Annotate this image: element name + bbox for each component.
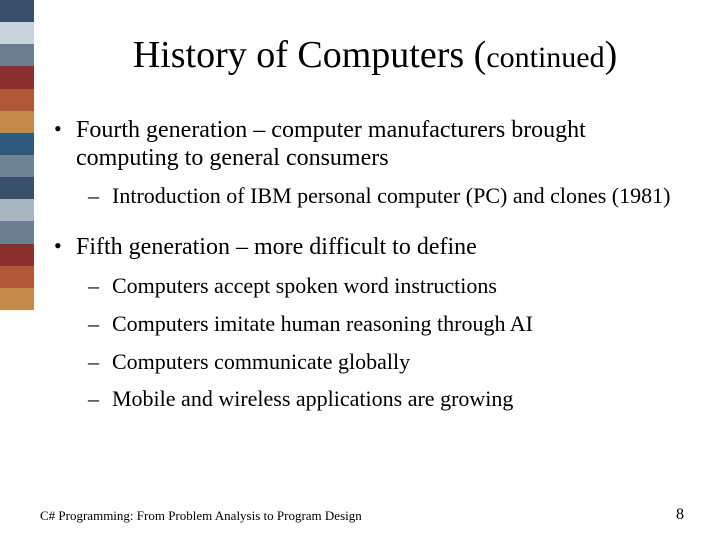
slide: History of Computers (continued) Fourth … [0, 0, 720, 540]
sidebar-stripe [0, 0, 34, 22]
title-main: History of Computers [133, 34, 474, 76]
sidebar-stripe [0, 221, 34, 243]
bullet-level2: Mobile and wireless applications are gro… [54, 384, 690, 414]
bullet-level2: Computers imitate human reasoning throug… [54, 309, 690, 339]
slide-content: Fourth generation – computer manufacture… [54, 116, 690, 422]
sidebar-stripe [0, 133, 34, 155]
sidebar-stripe [0, 199, 34, 221]
spacer [54, 221, 690, 233]
bullet-level1: Fifth generation – more difficult to def… [54, 233, 690, 261]
sidebar-stripe [0, 44, 34, 66]
bullet-text: Computers communicate globally [112, 349, 410, 374]
bullet-text: Computers imitate human reasoning throug… [112, 311, 533, 336]
sidebar-stripe [0, 266, 34, 288]
footer-text: C# Programming: From Problem Analysis to… [40, 508, 362, 524]
title-continued: continued [486, 41, 604, 74]
sidebar-decoration [0, 0, 34, 310]
slide-title: History of Computers (continued) [70, 36, 680, 76]
sidebar-stripe [0, 155, 34, 177]
sidebar-stripe [0, 177, 34, 199]
sidebar-stripe [0, 22, 34, 44]
sidebar-stripe [0, 288, 34, 310]
bullet-text: Fifth generation – more difficult to def… [76, 234, 477, 260]
bullet-level2: Computers accept spoken word instruction… [54, 271, 690, 301]
bullet-text: Introduction of IBM personal computer (P… [112, 183, 670, 208]
bullet-text: Mobile and wireless applications are gro… [112, 386, 513, 411]
bullet-text: Computers accept spoken word instruction… [112, 273, 497, 298]
title-paren-open: ( [474, 34, 487, 76]
sidebar-stripe [0, 66, 34, 88]
page-number: 8 [676, 506, 684, 524]
sidebar-stripe [0, 111, 34, 133]
bullet-level2: Computers communicate globally [54, 347, 690, 377]
sidebar-stripe [0, 244, 34, 266]
bullet-text: Fourth generation – computer manufacture… [76, 117, 586, 171]
sidebar-stripe [0, 89, 34, 111]
bullet-level2: Introduction of IBM personal computer (P… [54, 183, 690, 209]
title-paren-close: ) [605, 34, 618, 76]
bullet-level1: Fourth generation – computer manufacture… [54, 116, 690, 173]
